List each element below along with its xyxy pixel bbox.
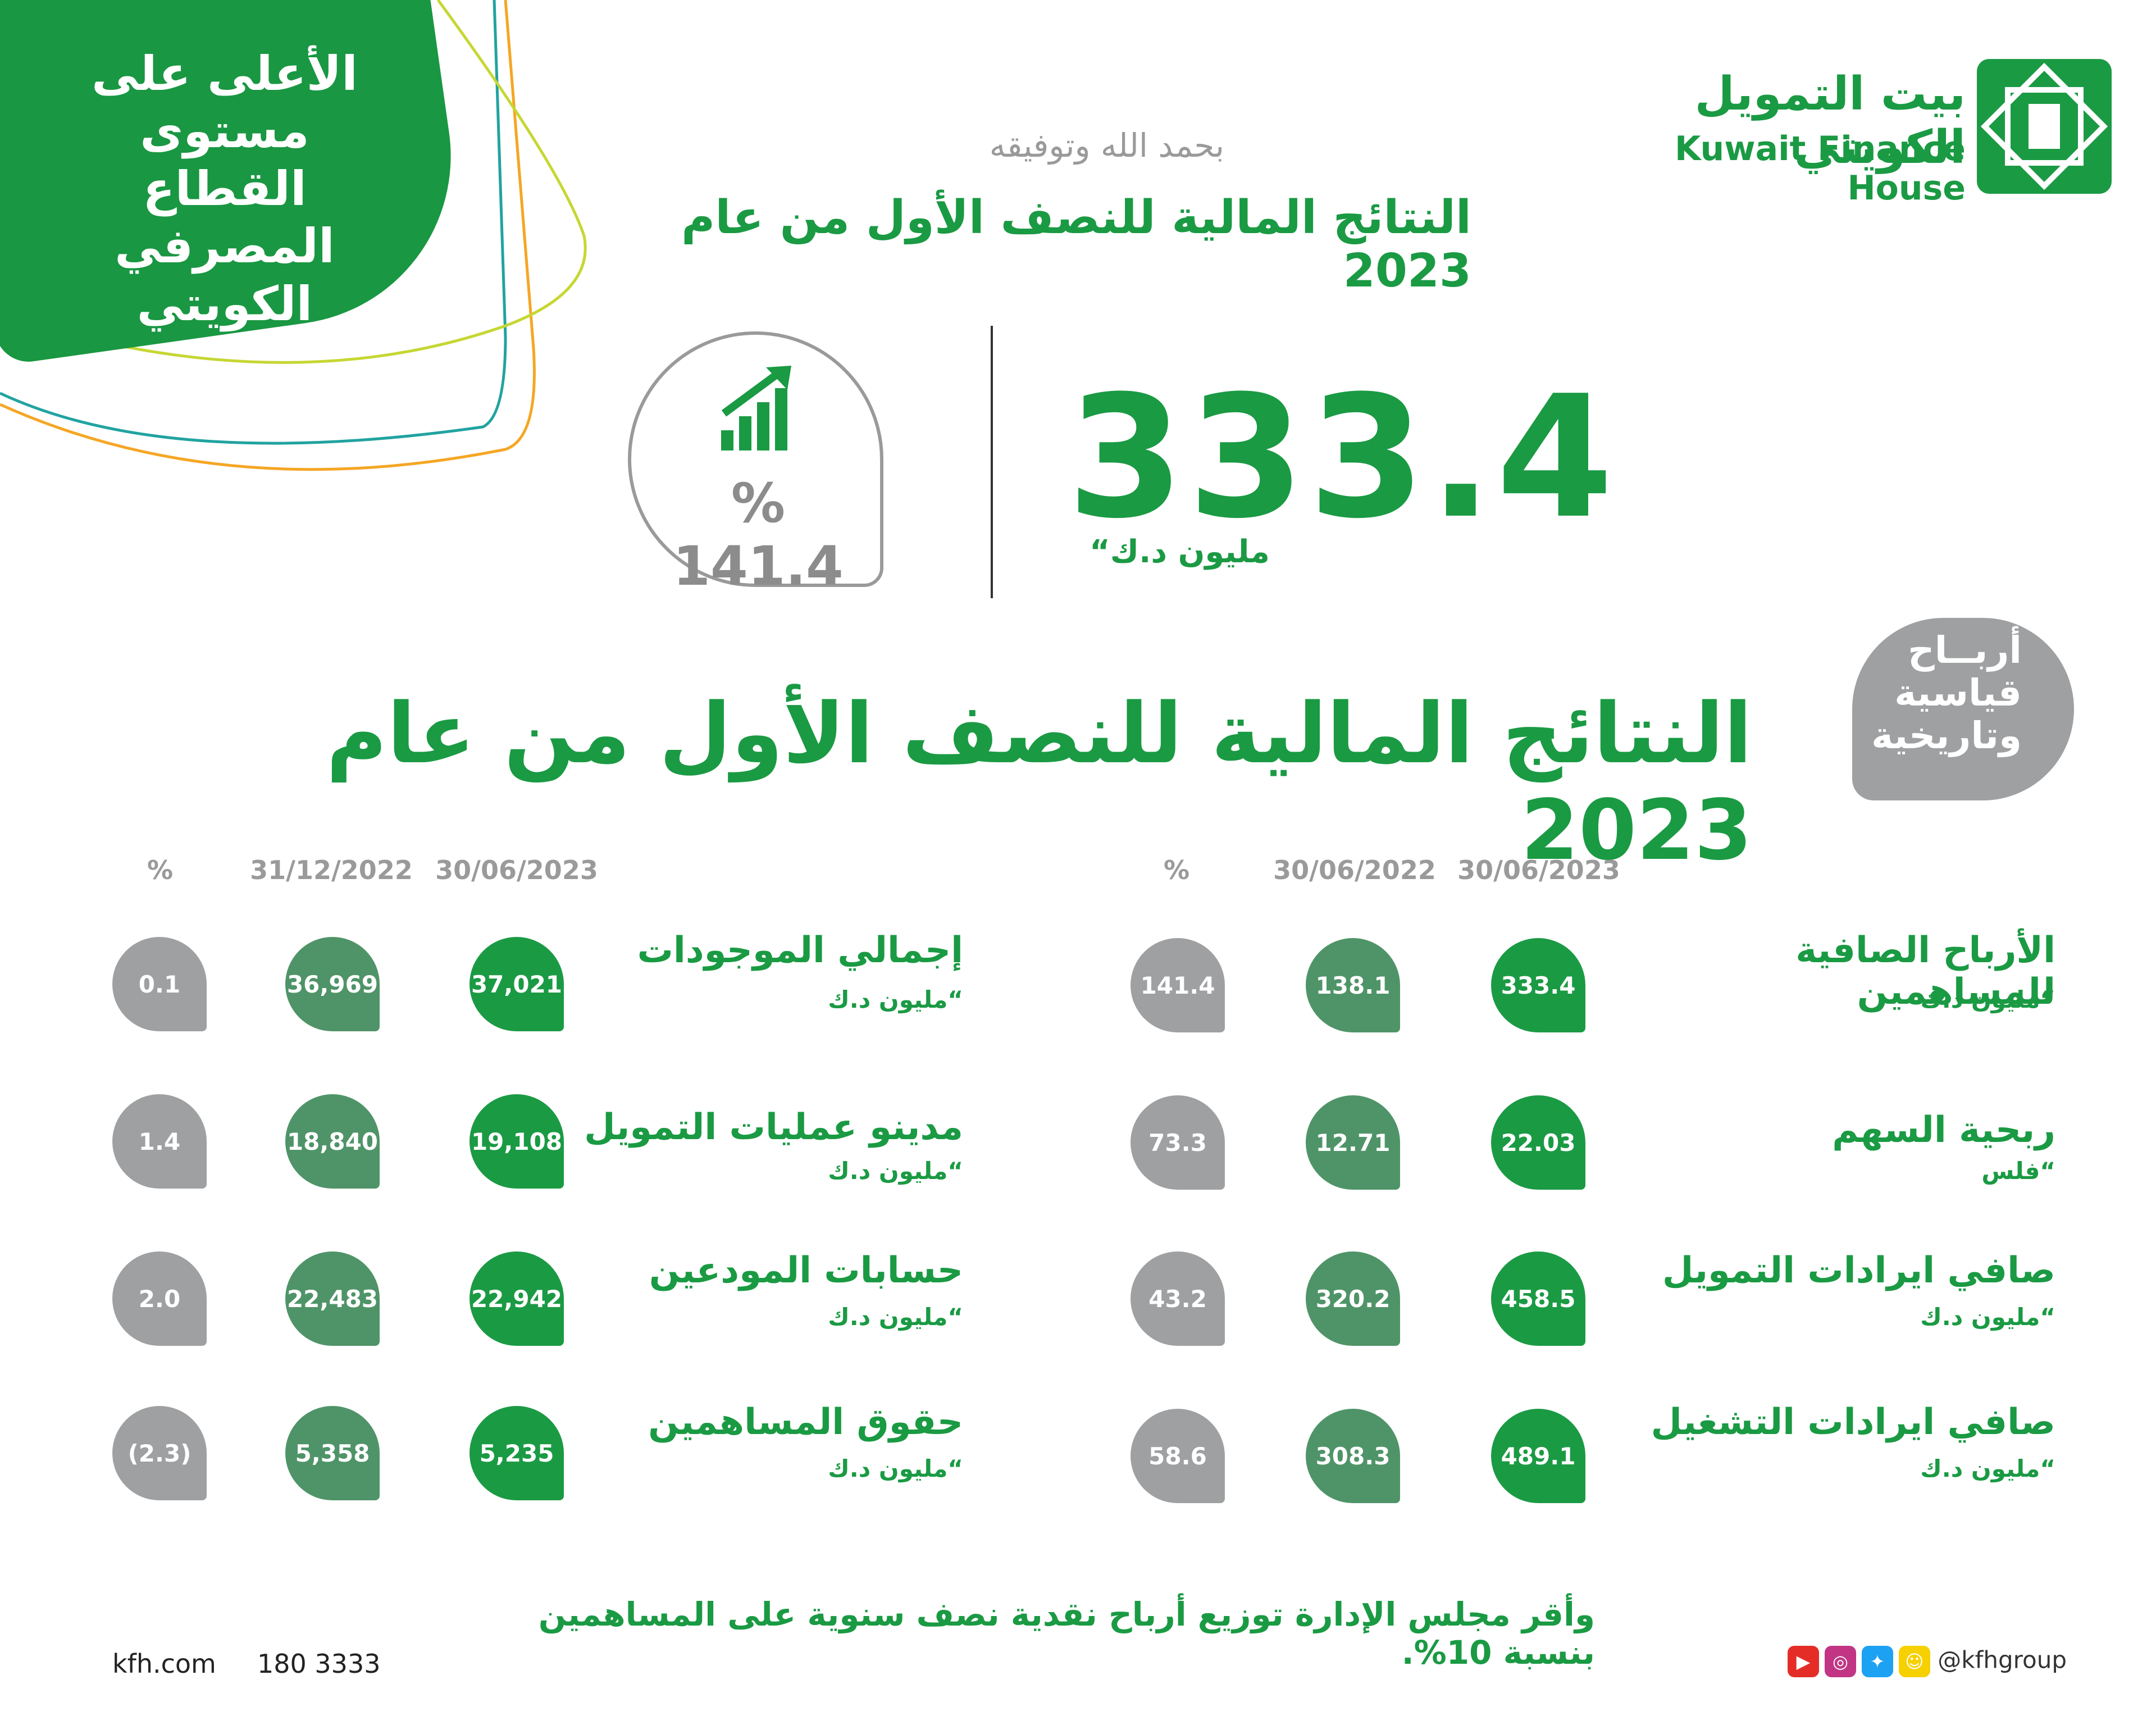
website-link[interactable]: kfh.com [112,1649,216,1679]
right-header-previous: 30/06/2022 [1273,855,1436,885]
twitter-icon[interactable]: ✦ [1861,1646,1893,1677]
left-row-current: 37,021 [470,937,564,1031]
right-row-unit: “فلس [1981,1157,2055,1185]
left-row-previous: 22,483 [285,1251,380,1346]
left-row-name: حقوق المساهمين [648,1401,963,1443]
corner-line: المصرفي [115,219,335,274]
right-row-current: 22.03 [1491,1095,1585,1190]
record-profit-badge [1852,618,2074,800]
record-line: وتاريخية [1871,713,2022,757]
right-header-percent: % [1163,855,1190,885]
left-row-percent: 2.0 [112,1251,207,1346]
left-row-previous: 5,358 [285,1406,380,1500]
right-row-current: 333.4 [1491,938,1585,1032]
logo-arabic: بيت التمويل الكويتي [1694,67,1966,174]
footer-contact: kfh.com 180 3333 [112,1649,393,1679]
right-row-name: صافي ايرادات التشغيل [1651,1401,2056,1443]
left-header-current: 30/06/2023 [435,855,598,885]
left-row-percent: (2.3) [112,1406,207,1500]
left-row-name: مدينو عمليات التمويل [584,1107,963,1148]
right-row-name: صافي ايرادات التمويل [1662,1250,2055,1291]
right-row-current: 489.1 [1491,1409,1585,1503]
right-row-percent: 43.2 [1131,1251,1225,1346]
corner-line: الأعلى على [92,46,358,101]
left-row-percent: 1.4 [112,1094,207,1189]
right-row-current: 458.5 [1491,1251,1585,1346]
headline-divider [991,326,993,598]
left-row-unit: “مليون د.ك [828,986,963,1013]
right-header-current: 30/06/2023 [1457,855,1620,885]
left-row-unit: “مليون د.ك [828,1157,963,1185]
left-row-percent: 0.1 [112,937,207,1031]
right-row-previous: 308.3 [1306,1409,1400,1503]
growth-chart-icon [721,366,791,450]
left-row-current: 22,942 [470,1251,564,1346]
kfh-logo-icon [1977,59,2112,194]
right-row-previous: 320.2 [1306,1251,1400,1346]
left-header-percent: % [147,855,174,885]
left-row-current: 5,235 [470,1406,564,1500]
growth-percentage: % 141.4 [673,472,844,598]
right-row-unit: “مليون د.ك [1920,986,2055,1013]
social-bar: ▶ ◎ ✦ ☺ @kfhgroup [1775,1646,2067,1677]
record-line: قياسية [1894,671,2022,714]
left-header-previous: 31/12/2022 [250,855,413,885]
snapchat-icon[interactable]: ☺ [1898,1646,1930,1677]
net-profit-unit: مليون د.ك“ [1090,534,1270,570]
left-row-previous: 18,840 [285,1094,380,1189]
corner-line: مستوى القطاع [140,103,309,216]
right-row-percent: 141.4 [1131,938,1225,1032]
youtube-icon[interactable]: ▶ [1787,1646,1819,1677]
phone-number: 180 3333 [257,1649,381,1679]
right-row-name: ربحية السهم [1832,1109,2055,1151]
right-row-percent: 58.6 [1131,1409,1225,1503]
main-title: النتائج المالية للنصف الأول من عام 2023 [326,685,1752,879]
blessing-text: بحمد الله وتوفيقه [989,126,1224,165]
left-row-unit: “مليون د.ك [828,1303,963,1331]
corner-line: الكويتي [136,276,313,331]
left-row-name: إجمالي الموجودات [637,930,963,971]
right-row-percent: 73.3 [1131,1095,1225,1190]
right-row-previous: 138.1 [1306,938,1400,1032]
decorative-curves [0,0,587,471]
left-row-previous: 36,969 [285,937,380,1031]
right-row-previous: 12.71 [1306,1095,1400,1190]
logo-english: Kuwait Finance House [1675,129,1966,208]
right-row-unit: “مليون د.ك [1920,1303,2055,1331]
right-row-unit: “مليون د.ك [1920,1455,2055,1482]
subtitle: النتائج المالية للنصف الأول من عام 2023 [681,191,1471,298]
right-row-name: الأرباح الصافية للمساهمين [1795,930,2055,1013]
left-row-current: 19,108 [470,1094,564,1189]
dividend-note: وأقر مجلس الإدارة توزيع أرباح نقدية نصف … [538,1595,1595,1672]
social-handle[interactable]: @kfhgroup [1938,1646,2067,1674]
growth-bubble [628,331,883,587]
instagram-icon[interactable]: ◎ [1824,1646,1856,1677]
left-row-name: حسابات المودعين [649,1250,963,1291]
record-line: أربــاح [1908,629,2022,672]
corner-badge-text: الأعلى على مستوى القطاع المصرفي الكويتي [67,45,382,333]
net-profit-value: 333.4 [1067,359,1617,556]
record-profit-text: أربــاح قياسية وتاريخية [1859,629,2022,757]
left-row-unit: “مليون د.ك [828,1455,963,1482]
